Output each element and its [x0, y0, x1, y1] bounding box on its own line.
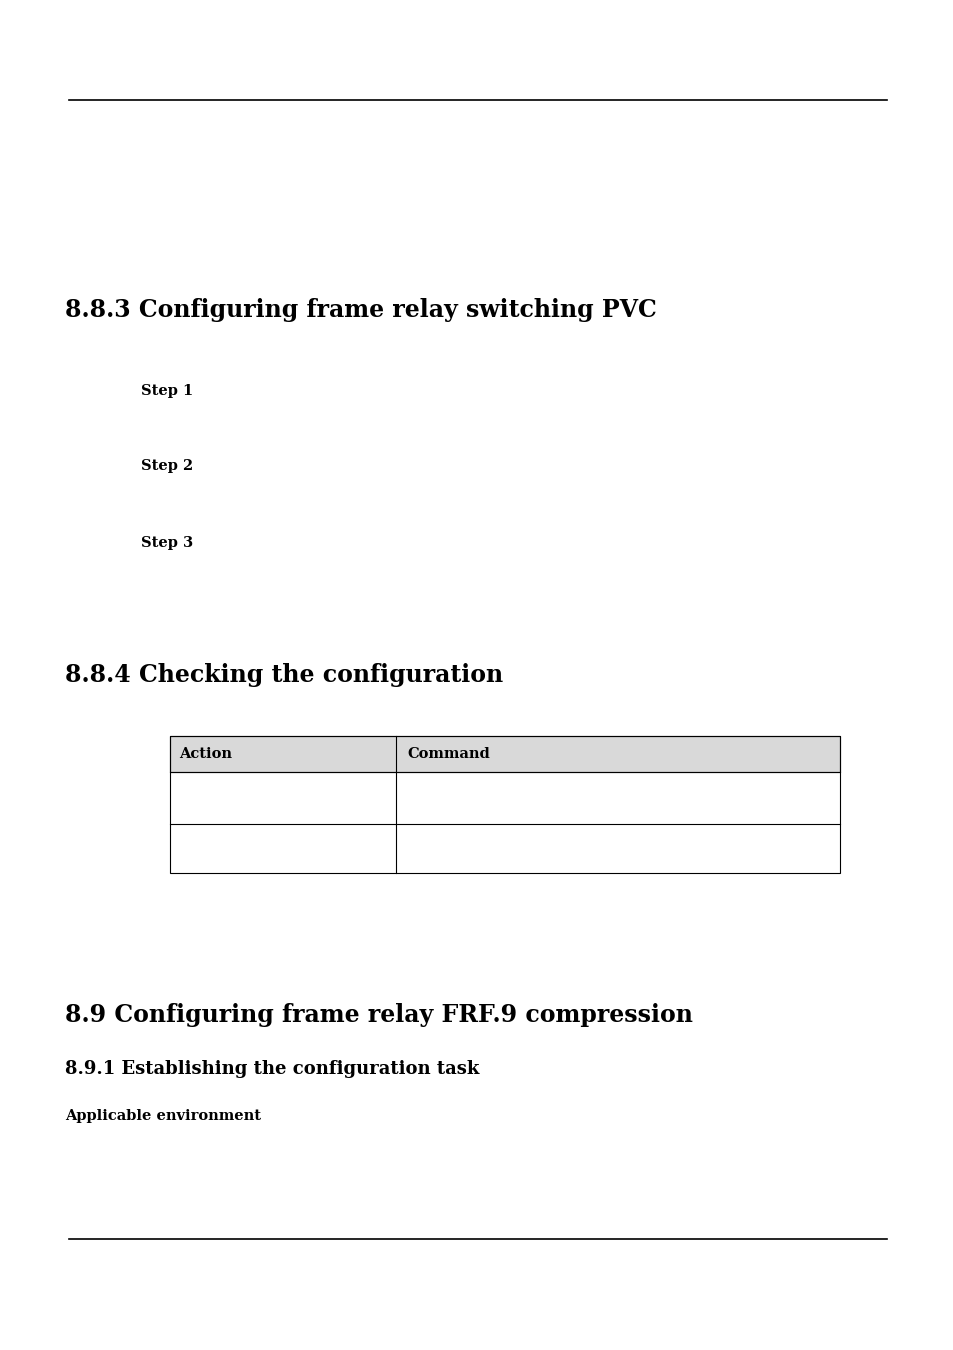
Bar [170, 736, 839, 873]
Text: Step 3: Step 3 [141, 536, 193, 549]
Text: Command: Command [407, 747, 490, 761]
Text: Action: Action [179, 747, 233, 761]
Text: Applicable environment: Applicable environment [65, 1110, 260, 1123]
Text: 8.8.3 Configuring frame relay switching PVC: 8.8.3 Configuring frame relay switching … [65, 298, 656, 323]
Bar [170, 736, 839, 772]
Text: 8.9.1 Establishing the configuration task: 8.9.1 Establishing the configuration tas… [65, 1060, 478, 1079]
Text: 8.8.4 Checking the configuration: 8.8.4 Checking the configuration [65, 663, 502, 687]
Text: Step 1: Step 1 [141, 385, 193, 398]
Text: Step 2: Step 2 [141, 459, 193, 472]
Text: 8.9 Configuring frame relay FRF.9 compression: 8.9 Configuring frame relay FRF.9 compre… [65, 1003, 692, 1027]
